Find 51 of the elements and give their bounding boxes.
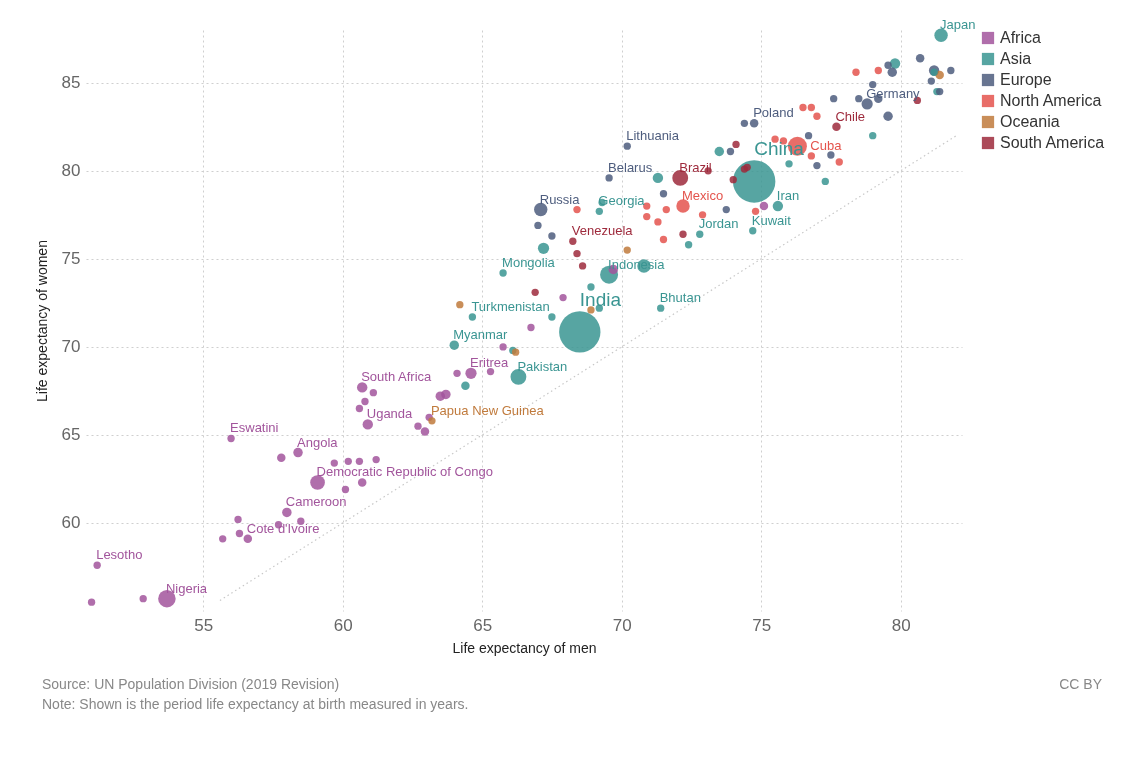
x-tick-label: 70 — [612, 615, 632, 635]
annotation: Cuba — [810, 137, 843, 153]
annotation: Jordan — [698, 216, 739, 232]
y-tick-label: 80 — [61, 161, 81, 181]
source-note: Source: UN Population Division (2019 Revision) — [42, 675, 341, 694]
annotation: Russia — [539, 191, 581, 207]
annotation: Venezuela — [571, 223, 634, 239]
text: Note: Shown is the period life expectancy at birth measured in years. — [42, 695, 469, 714]
annotation: Lithuania — [626, 128, 680, 144]
x-axis-title: Life expectancy of men — [452, 639, 597, 656]
annotation: Democratic Republic of Congo — [316, 464, 493, 480]
annotation: Mongolia — [502, 254, 556, 270]
annotation: Turkmenistan — [471, 298, 550, 314]
annotation: Papua New Guinea — [430, 402, 545, 418]
annotation: Bhutan — [659, 290, 701, 306]
y-tick-label: 75 — [61, 249, 81, 269]
legend-label: Asia — [1000, 50, 1032, 67]
y-tick-label: 70 — [61, 337, 81, 357]
x-tick-label: 80 — [891, 615, 911, 635]
legend-label: Europe — [1000, 71, 1052, 88]
annotation: Chile — [835, 108, 866, 124]
y-axis-title: Life expectancy of women — [33, 240, 50, 402]
annotation: Japan — [940, 17, 976, 33]
annotation: Myanmar — [453, 327, 509, 343]
y-tick-label: 65 — [61, 425, 81, 445]
legend-label: Africa — [1000, 29, 1041, 46]
annotation: Cameroon — [285, 494, 347, 510]
annotation: Mexico — [682, 188, 724, 204]
annotation: Poland — [753, 105, 794, 121]
annotation: Kuwait — [751, 212, 792, 228]
annotation: Pakistan — [517, 358, 568, 374]
legend-label: South America — [1000, 134, 1105, 151]
annotation: Belarus — [608, 159, 653, 175]
annotation: Eswatini — [230, 420, 279, 436]
y-tick-label: 85 — [61, 73, 81, 93]
annotation: Angola — [297, 434, 339, 450]
annotation: Cote d'Ivoire — [246, 520, 320, 536]
x-tick-label: 60 — [333, 615, 353, 635]
annotation: Iran — [776, 188, 800, 204]
annotation: India — [579, 288, 622, 310]
annotation: Eritrea — [469, 355, 510, 371]
legend-label: North America — [1000, 92, 1102, 109]
y-tick-label: 60 — [61, 513, 81, 533]
legend-label: Oceania — [1000, 113, 1060, 130]
annotation: Uganda — [366, 406, 414, 422]
text: CC BY — [1059, 675, 1102, 694]
x-tick-label: 65 — [473, 615, 493, 635]
x-tick-label: 75 — [752, 615, 772, 635]
annotation: South Africa — [361, 369, 433, 385]
annotation: Lesotho — [96, 547, 143, 563]
x-tick-label: 55 — [194, 615, 214, 635]
